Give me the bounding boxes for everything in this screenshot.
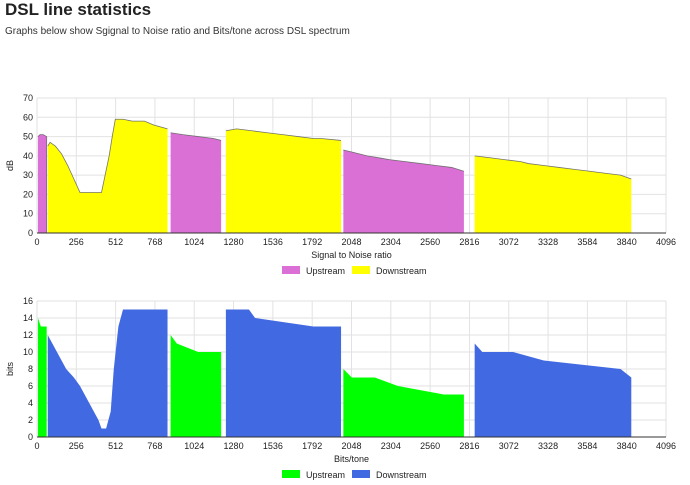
upstream-outline [37,134,48,233]
snr-chart: 0 10 20 30 40 50 60 70 0 256 512 768 1024 1280 1536 179… [5,93,676,276]
x-axis-title: Bits/tone [334,454,369,464]
x-tick-label: 2816 [459,441,479,451]
y-axis-title: dB [5,160,15,171]
series-upstream [37,132,465,233]
x-tick-label: 3584 [577,441,597,451]
downstream-area [225,128,342,233]
page-title: DSL line statistics [5,0,152,19]
downstream-area [47,309,168,437]
downstream-outline [225,128,342,141]
x-tick-label: 1280 [224,237,244,247]
x-tick-label: 1792 [302,441,322,451]
x-tick-label: 2816 [459,237,479,247]
x-tick-label: 512 [108,441,123,451]
upstream-area [37,318,47,437]
x-tick-label: 1792 [302,237,322,247]
x-tick-label: 0 [34,441,39,451]
downstream-area [474,155,632,233]
legend-swatch-downstream [352,266,370,274]
y-tick-label: 0 [28,432,33,442]
x-tick-label: 256 [69,441,84,451]
x-tick-label: 1280 [224,441,244,451]
legend-swatch-upstream [282,470,300,478]
y-tick-label: 30 [23,170,33,180]
x-tick-label: 3072 [499,237,519,247]
downstream-area [47,119,168,233]
x-tick-label: 768 [147,441,162,451]
x-tick-label: 3840 [617,237,637,247]
y-tick-label: 20 [23,189,33,199]
x-tick-label: 2048 [341,441,361,451]
legend-swatch-downstream [352,470,370,478]
legend: Upstream Downstream [282,266,427,276]
upstream-area [170,335,222,437]
y-tick-label: 14 [23,313,33,323]
series-downstream [47,309,632,437]
x-tick-label: 2048 [341,237,361,247]
x-tick-label: 3840 [617,441,637,451]
x-tick-label: 1536 [263,237,283,247]
x-tick-label: 1536 [263,441,283,451]
upstream-area [170,132,222,233]
x-tick-label: 2560 [420,237,440,247]
bits-tone-chart: 0 2 4 6 8 10 12 14 16 0 256 512 768 1024 1280 1536 1792 2… [5,296,676,480]
x-tick-label: 3584 [577,237,597,247]
x-axis-title: Signal to Noise ratio [311,250,392,260]
legend-label-downstream: Downstream [376,266,427,276]
y-tick-label: 40 [23,151,33,161]
legend-label-upstream: Upstream [306,470,345,480]
x-tick-label: 4096 [656,237,676,247]
y-tick-label: 4 [28,398,33,408]
series-upstream [37,318,464,437]
x-tick-label: 2304 [381,441,401,451]
y-tick-label: 70 [23,93,33,103]
x-tick-label: 768 [147,237,162,247]
downstream-area [474,343,632,437]
page-subtitle: Graphs below show Sgignal to Noise ratio… [5,26,350,37]
x-tick-label: 256 [69,237,84,247]
x-tick-label: 1024 [184,237,204,247]
x-tick-label: 512 [108,237,123,247]
upstream-outline [170,132,222,141]
upstream-area [37,134,47,233]
upstream-area [343,150,464,233]
upstream-outline [343,149,465,172]
legend-swatch-upstream [282,266,300,274]
upstream-area [343,369,464,437]
legend: Upstream Downstream [282,470,427,480]
y-tick-label: 10 [23,209,33,219]
legend-label-downstream: Downstream [376,470,427,480]
y-tick-label: 8 [28,364,33,374]
series-downstream [47,118,632,233]
downstream-area [225,309,342,437]
y-tick-label: 16 [23,296,33,306]
y-tick-label: 6 [28,381,33,391]
legend-label-upstream: Upstream [306,266,345,276]
y-tick-label: 0 [28,228,33,238]
y-tick-label: 50 [23,132,33,142]
y-tick-label: 12 [23,330,33,340]
x-tick-label: 0 [34,237,39,247]
x-tick-label: 1024 [184,441,204,451]
y-tick-label: 10 [23,347,33,357]
x-tick-label: 3072 [499,441,519,451]
downstream-outline [474,155,632,180]
y-tick-label: 2 [28,415,33,425]
downstream-outline [47,118,168,193]
x-tick-label: 3328 [538,441,558,451]
x-tick-label: 4096 [656,441,676,451]
y-tick-label: 60 [23,112,33,122]
x-tick-label: 2304 [381,237,401,247]
x-tick-label: 2560 [420,441,440,451]
x-tick-label: 3328 [538,237,558,247]
y-axis-title: bits [5,362,15,377]
